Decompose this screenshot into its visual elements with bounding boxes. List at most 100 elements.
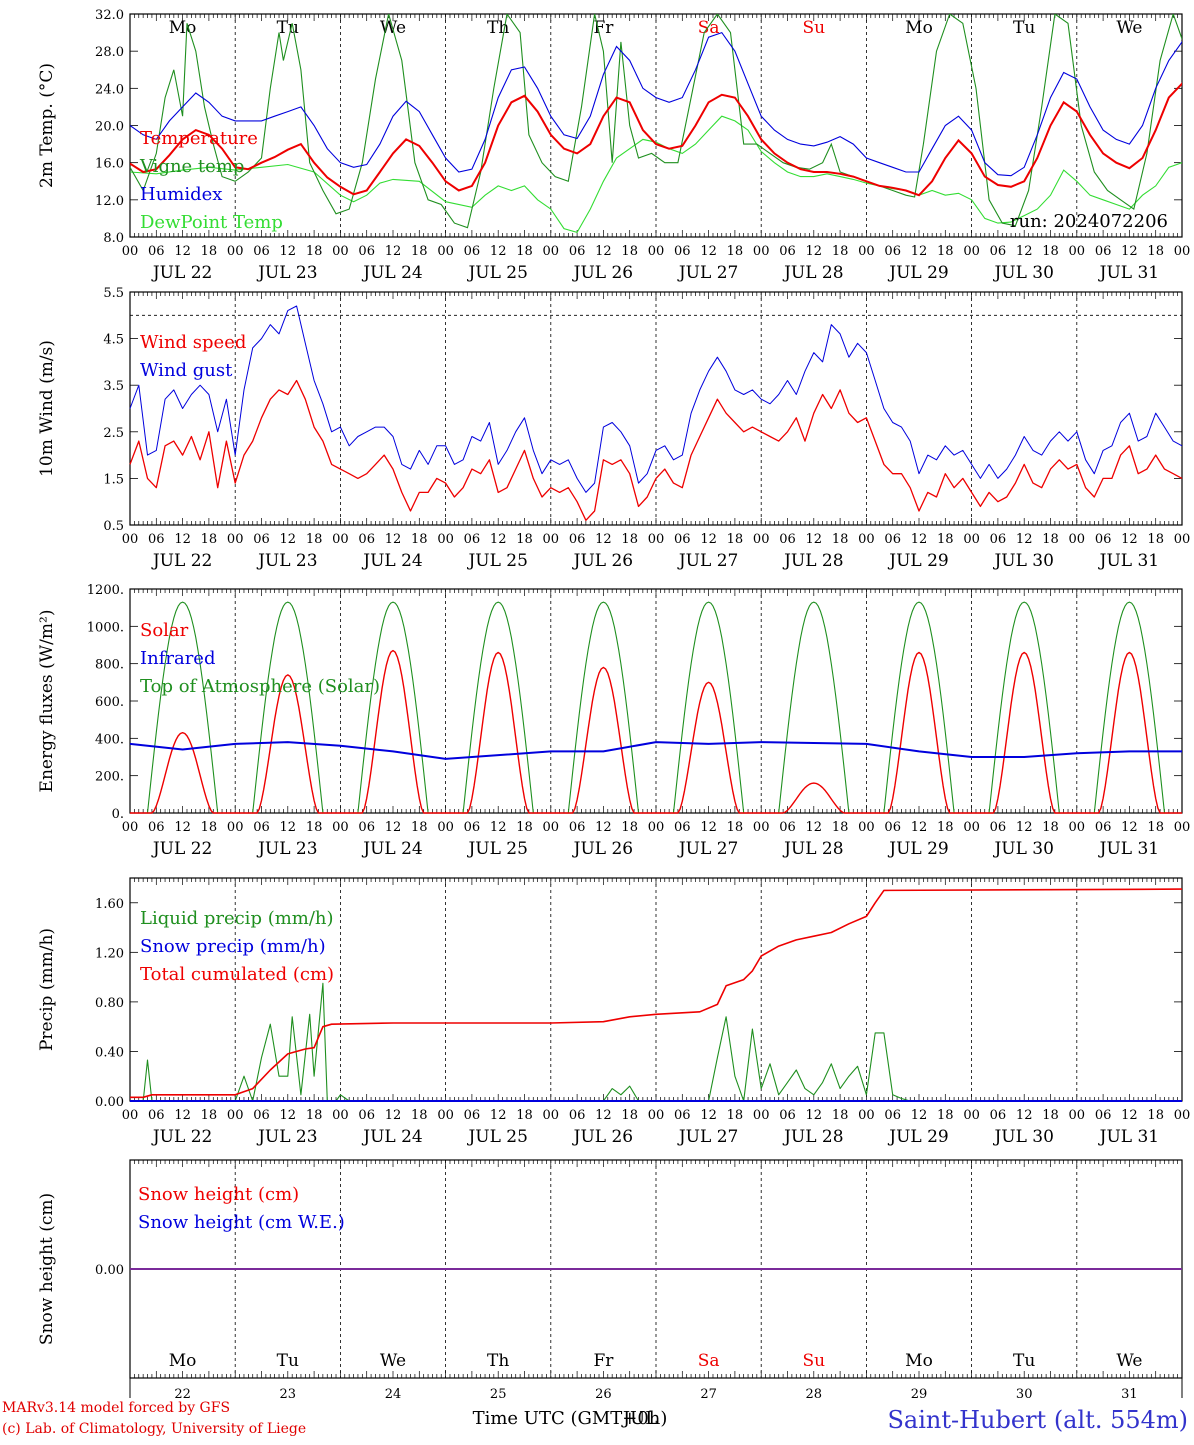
hour-tick-label: 12 <box>911 244 928 259</box>
legend-entry: Top of Atmosphere (Solar) <box>140 676 380 697</box>
series-line-wind-gust <box>129 305 1183 493</box>
legend-entry: Wind gust <box>140 360 233 381</box>
hour-tick-label: 00 <box>543 532 560 547</box>
date-label: JUL 23 <box>256 839 317 859</box>
hour-tick-label: 18 <box>937 532 954 547</box>
date-label: JUL 26 <box>572 1127 633 1147</box>
x-axis-label-overlay: JUL <box>621 1408 657 1429</box>
date-label: JUL 29 <box>887 551 948 571</box>
y-axis-label: 2m Temp. (°C) <box>37 63 57 188</box>
hour-tick-label: 18 <box>727 532 744 547</box>
date-label: JUL 29 <box>887 1127 948 1147</box>
y-axis-label: Energy fluxes (W/m²) <box>37 610 57 793</box>
date-label: JUL 28 <box>782 839 843 859</box>
hour-tick-label: 00 <box>753 244 770 259</box>
hour-tick-label: 00 <box>122 1108 139 1123</box>
hour-tick-label: 18 <box>516 532 533 547</box>
date-label: JUL 27 <box>677 263 738 283</box>
hour-tick-label: 06 <box>674 244 691 259</box>
hour-tick-label: 00 <box>332 820 349 835</box>
hour-tick-label: 00 <box>1069 820 1086 835</box>
hour-tick-label: 00 <box>437 1108 454 1123</box>
date-label: JUL 27 <box>677 551 738 571</box>
hour-tick-label: 00 <box>227 244 244 259</box>
hour-tick-label: 00 <box>437 820 454 835</box>
hour-tick-label: 06 <box>884 244 901 259</box>
hour-tick-label: 00 <box>1174 1108 1191 1123</box>
y-tick-label: 20.0 <box>95 120 124 135</box>
hour-tick-label: 00 <box>332 1108 349 1123</box>
hour-tick-label: 00 <box>858 532 875 547</box>
hour-tick-label: 12 <box>1121 244 1138 259</box>
date-label: JUL 23 <box>256 1127 317 1147</box>
date-label: JUL 24 <box>361 551 422 571</box>
hour-tick-label: 18 <box>1147 244 1164 259</box>
day-number-label: 29 <box>911 1387 928 1402</box>
y-tick-label: 16.0 <box>95 157 124 172</box>
date-label: JUL 28 <box>782 1127 843 1147</box>
hour-tick-label: 18 <box>516 1108 533 1123</box>
hour-tick-label: 12 <box>385 1108 402 1123</box>
hour-tick-label: 00 <box>332 244 349 259</box>
y-tick-label: 600. <box>95 695 124 710</box>
day-number-label: 25 <box>490 1387 507 1402</box>
hour-tick-label: 06 <box>779 1108 796 1123</box>
hour-tick-label: 06 <box>464 532 481 547</box>
hour-tick-label: 00 <box>543 820 560 835</box>
hour-tick-label: 12 <box>911 1108 928 1123</box>
legend-entry: Infrared <box>140 648 215 669</box>
hour-tick-label: 12 <box>280 244 297 259</box>
hour-tick-label: 12 <box>280 820 297 835</box>
hour-tick-label: 06 <box>990 820 1007 835</box>
date-label: JUL 28 <box>782 551 843 571</box>
day-number-label: 23 <box>280 1387 297 1402</box>
hour-tick-label: 00 <box>963 1108 980 1123</box>
legend-entry: DewPoint Temp <box>140 212 283 233</box>
date-label: JUL 31 <box>1098 551 1159 571</box>
hour-tick-label: 00 <box>648 532 665 547</box>
hour-tick-label: 18 <box>1147 532 1164 547</box>
hour-tick-label: 12 <box>280 532 297 547</box>
hour-tick-label: 12 <box>806 1108 823 1123</box>
hour-tick-label: 12 <box>174 1108 191 1123</box>
series-line-wind-speed <box>129 379 1183 521</box>
day-name-label: We <box>1116 1351 1142 1371</box>
hour-tick-label: 18 <box>411 820 428 835</box>
hour-tick-label: 18 <box>411 1108 428 1123</box>
hour-tick-label: 06 <box>1095 532 1112 547</box>
station-title: Saint-Hubert (alt. 554m) <box>887 1406 1188 1434</box>
hour-tick-label: 06 <box>464 1108 481 1123</box>
hour-tick-label: 00 <box>963 244 980 259</box>
series-line-solar <box>130 649 1182 814</box>
date-label: JUL 22 <box>151 839 212 859</box>
hour-tick-label: 18 <box>937 244 954 259</box>
series-line-infrared <box>129 741 1182 760</box>
date-label: JUL 22 <box>151 1127 212 1147</box>
plot-frame <box>129 588 1183 814</box>
hour-tick-label: 06 <box>1095 820 1112 835</box>
legend-entry: Solar <box>140 620 189 641</box>
hour-tick-label: 12 <box>911 532 928 547</box>
series-line-temperature <box>130 82 1182 197</box>
hour-tick-label: 18 <box>306 244 323 259</box>
hour-tick-label: 12 <box>911 820 928 835</box>
date-label: JUL 25 <box>466 839 527 859</box>
hour-tick-label: 06 <box>884 820 901 835</box>
hour-tick-label: 12 <box>806 532 823 547</box>
hour-tick-label: 00 <box>122 244 139 259</box>
y-tick-label: 800. <box>95 658 124 673</box>
hour-tick-label: 18 <box>516 244 533 259</box>
hour-tick-label: 12 <box>1016 1108 1033 1123</box>
hour-tick-label: 18 <box>306 532 323 547</box>
y-tick-label: 0.5 <box>103 519 124 534</box>
hour-tick-label: 06 <box>569 532 586 547</box>
hour-tick-label: 06 <box>1095 244 1112 259</box>
hour-tick-label: 06 <box>148 532 165 547</box>
date-label: JUL 25 <box>466 551 527 571</box>
hour-tick-label: 12 <box>385 532 402 547</box>
y-tick-label: 0.80 <box>95 996 124 1011</box>
hour-tick-label: 06 <box>569 244 586 259</box>
hour-tick-label: 12 <box>700 1108 717 1123</box>
y-tick-label: 200. <box>95 770 124 785</box>
y-tick-label: 5.5 <box>103 286 124 301</box>
